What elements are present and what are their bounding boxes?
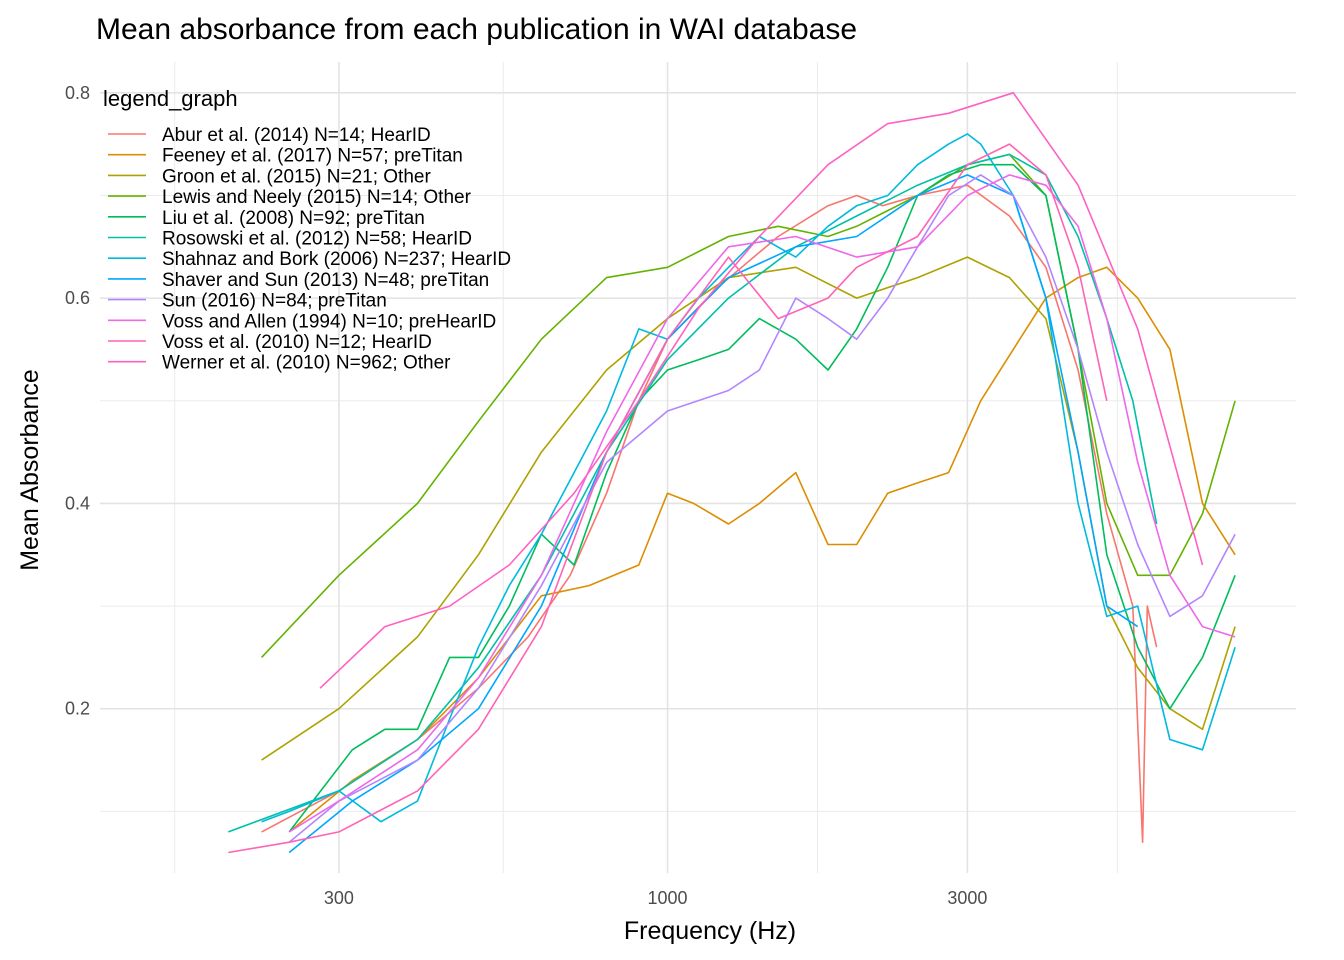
legend-item-label: Abur et al. (2014) N=14; HearID bbox=[162, 125, 431, 146]
series-lines bbox=[228, 92, 1236, 854]
legend-item-label: Shaver and Sun (2013) N=48; preTitan bbox=[162, 270, 489, 291]
x-tick-label: 3000 bbox=[947, 888, 987, 908]
y-tick-label: 0.4 bbox=[65, 493, 90, 513]
y-tick-labels: 0.2 0.4 0.6 0.8 bbox=[65, 83, 90, 719]
series-line-11 bbox=[228, 143, 1108, 854]
series-line-12 bbox=[319, 92, 1204, 689]
legend-item-label: Rosowski et al. (2012) N=58; HearID bbox=[162, 229, 472, 250]
series-line-4 bbox=[261, 153, 1236, 658]
x-tick-label: 300 bbox=[324, 888, 354, 908]
series-line-9 bbox=[288, 174, 1236, 843]
y-tick-label: 0.6 bbox=[65, 288, 90, 308]
chart-title: Mean absorbance from each publication in… bbox=[96, 13, 857, 46]
series-line-3 bbox=[261, 256, 1236, 761]
series-line-1 bbox=[261, 184, 1158, 843]
legend-item-label: Shahnaz and Bork (2006) N=237; HearID bbox=[162, 249, 511, 270]
x-axis-label: Frequency (Hz) bbox=[624, 917, 796, 945]
y-axis-label: Mean Absorbance bbox=[16, 369, 44, 571]
legend-item-label: Feeney et al. (2017) N=57; preTitan bbox=[162, 146, 463, 167]
series-line-6 bbox=[228, 153, 1158, 833]
series-line-2 bbox=[288, 266, 1236, 833]
legend-title: legend_graph bbox=[103, 86, 238, 111]
gridlines bbox=[100, 62, 1296, 873]
legend-item-label: Liu et al. (2008) N=92; preTitan bbox=[162, 208, 425, 229]
legend-item-label: Voss and Allen (1994) N=10; preHearID bbox=[162, 311, 496, 332]
series-line-8 bbox=[288, 174, 1139, 854]
legend-item-label: Sun (2016) N=84; preTitan bbox=[162, 291, 387, 312]
y-tick-label: 0.2 bbox=[65, 699, 90, 719]
x-tick-label: 1000 bbox=[648, 888, 688, 908]
legend-item-label: Voss et al. (2010) N=12; HearID bbox=[162, 332, 432, 353]
y-tick-label: 0.8 bbox=[65, 83, 90, 103]
legend-item-label: Werner et al. (2010) N=962; Other bbox=[162, 353, 451, 374]
legend-item-label: Lewis and Neely (2015) N=14; Other bbox=[162, 187, 472, 208]
x-tick-labels: 300 1000 3000 bbox=[324, 888, 987, 908]
legend-item-label: Groon et al. (2015) N=21; Other bbox=[162, 166, 431, 187]
legend: legend_graph Abur et al. (2014) N=14; He… bbox=[103, 86, 511, 374]
